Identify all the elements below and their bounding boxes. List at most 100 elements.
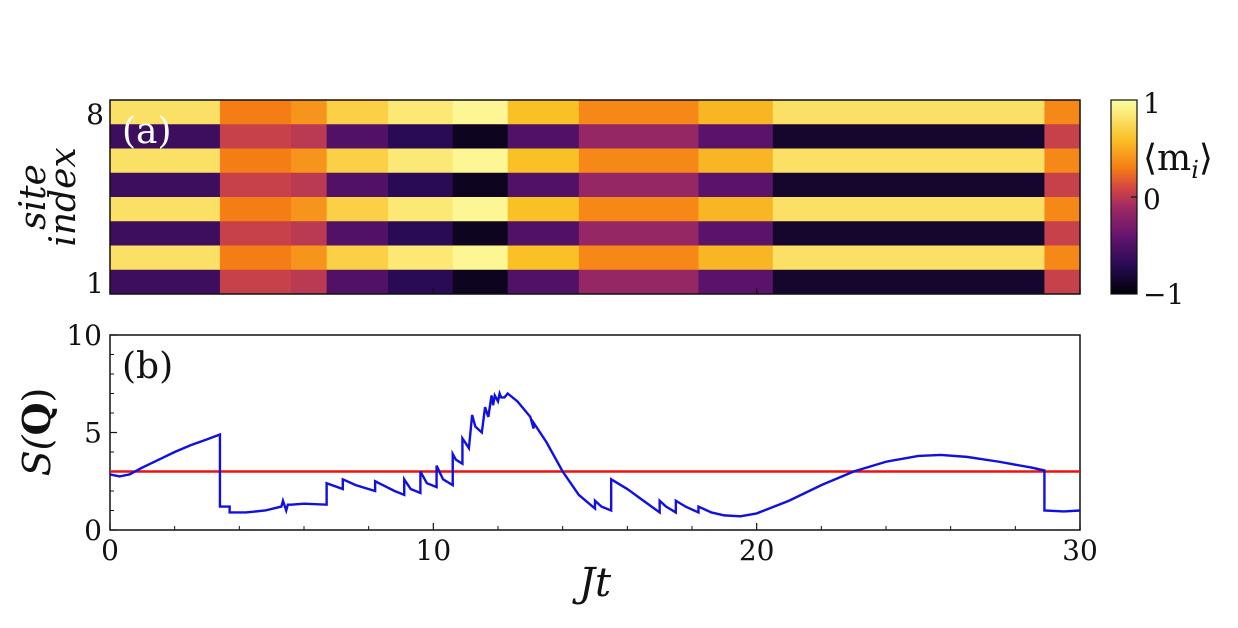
- heatmap-cell: [326, 124, 389, 149]
- heatmap-cell: [291, 148, 328, 174]
- heatmap-cell: [507, 269, 580, 295]
- panel-b-ticks: 0 10 20 30 0 5 10: [66, 319, 1097, 567]
- heatmap-cell: [1044, 269, 1081, 295]
- heatmap-cell: [1044, 245, 1081, 271]
- heatmap-cell: [772, 221, 1046, 246]
- panel-a-frame: [109, 99, 1081, 295]
- panel-b-ylabel-bold: Q: [14, 402, 59, 435]
- heatmap-cell: [507, 124, 580, 149]
- heatmap-cell: [507, 172, 580, 198]
- heatmap-cell: [326, 172, 389, 198]
- heatmap-cell: [452, 100, 509, 125]
- heatmap-cell: [291, 269, 328, 295]
- colorbar-tick-label-mid: 0: [1143, 183, 1161, 216]
- colorbar: 1 0 −1 ⟨mi⟩: [1110, 87, 1213, 311]
- heatmap-cell: [219, 269, 292, 295]
- panel-b-ytick-label: 10: [66, 319, 102, 352]
- colorbar-title: ⟨mi⟩: [1143, 138, 1213, 184]
- heatmap-cell: [507, 100, 580, 125]
- heatmap-cell: [388, 221, 454, 246]
- heatmap-cell: [326, 100, 389, 125]
- heatmap-cell: [507, 148, 580, 174]
- panel-a-ylabel-site: site: [13, 164, 54, 230]
- heatmap-cell: [772, 245, 1046, 271]
- heatmap-cell: [698, 124, 774, 149]
- heatmap-cell: [578, 245, 700, 271]
- heatmap-cell: [578, 100, 700, 125]
- heatmap-cell: [1044, 197, 1081, 222]
- heatmap-cell: [1044, 221, 1081, 246]
- panel-a-heatmap: (a) 8 1 site index: [13, 98, 1081, 300]
- sq-series-line: [109, 389, 1081, 518]
- heatmap-cell: [219, 172, 292, 198]
- panel-b-ytick-label: 0: [84, 514, 102, 547]
- heatmap-cell: [219, 221, 292, 246]
- heatmap-cell: [698, 245, 774, 271]
- heatmap-cell: [326, 221, 389, 246]
- heatmap-cell: [698, 197, 774, 222]
- colorbar-title-close: ⟩: [1199, 138, 1213, 179]
- heatmap-cell: [388, 148, 454, 174]
- colorbar-title-sub: i: [1191, 156, 1199, 184]
- heatmap-cell: [578, 172, 700, 198]
- heatmap-cell: [326, 245, 389, 271]
- colorbar-tick-label-bottom: −1: [1143, 278, 1184, 311]
- heatmap-cell: [388, 269, 454, 295]
- heatmap-cell: [1044, 124, 1081, 149]
- heatmap-cell: [1044, 172, 1081, 198]
- heatmap-cell: [110, 124, 221, 149]
- heatmap-cells: [110, 100, 1081, 295]
- panel-b-label: (b): [122, 346, 173, 387]
- heatmap-cell: [110, 245, 221, 271]
- heatmap-cell: [698, 269, 774, 295]
- heatmap-cell: [110, 197, 221, 222]
- heatmap-cell: [772, 148, 1046, 174]
- heatmap-cell: [698, 148, 774, 174]
- panel-b-ylabel: S(Q): [14, 388, 59, 477]
- heatmap-cell: [219, 197, 292, 222]
- panel-b-xtick-label: 10: [416, 534, 452, 567]
- colorbar-title-main: ⟨m: [1143, 138, 1191, 179]
- heatmap-cell: [452, 245, 509, 271]
- heatmap-cell: [219, 124, 292, 149]
- heatmap-cell: [110, 172, 221, 198]
- heatmap-cell: [219, 100, 292, 125]
- panel-b-xtick-label: 20: [739, 534, 775, 567]
- heatmap-cell: [578, 197, 700, 222]
- heatmap-cell: [291, 197, 328, 222]
- panel-a-x-ticks: [109, 288, 1081, 294]
- heatmap-cell: [578, 221, 700, 246]
- heatmap-cell: [772, 172, 1046, 198]
- heatmap-cell: [326, 148, 389, 174]
- heatmap-cell: [110, 221, 221, 246]
- panel-b-xtick-label: 30: [1062, 534, 1098, 567]
- heatmap-cell: [291, 221, 328, 246]
- heatmap-cell: [452, 172, 509, 198]
- heatmap-cell: [452, 269, 509, 295]
- heatmap-cell: [1044, 100, 1081, 125]
- heatmap-cell: [388, 172, 454, 198]
- panel-b-xlabel: Jt: [572, 560, 612, 606]
- heatmap-cell: [578, 148, 700, 174]
- panel-a-ylabel-index: index: [43, 147, 84, 246]
- panel-a-label: (a): [122, 111, 172, 152]
- heatmap-cell: [452, 197, 509, 222]
- heatmap-cell: [772, 269, 1046, 295]
- heatmap-cell: [388, 124, 454, 149]
- heatmap-cell: [698, 172, 774, 198]
- heatmap-cell: [291, 124, 328, 149]
- heatmap-cell: [507, 221, 580, 246]
- heatmap-cell: [219, 245, 292, 271]
- heatmap-cell: [452, 124, 509, 149]
- heatmap-cell: [452, 148, 509, 174]
- panel-b-ylabel-close: ): [15, 388, 59, 403]
- heatmap-cell: [772, 100, 1046, 125]
- panel-b-xtick-label: 0: [101, 534, 119, 567]
- heatmap-cell: [507, 245, 580, 271]
- heatmap-cell: [578, 124, 700, 149]
- heatmap-cell: [291, 245, 328, 271]
- heatmap-cell: [326, 197, 389, 222]
- panel-b-ylabel-main: S(: [15, 434, 59, 476]
- heatmap-cell: [326, 269, 389, 295]
- heatmap-cell: [388, 197, 454, 222]
